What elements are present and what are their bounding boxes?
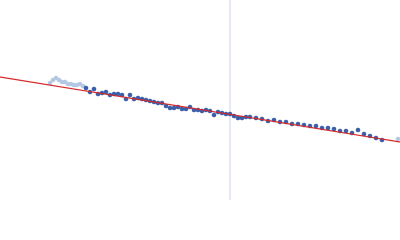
data-point xyxy=(343,128,349,134)
data-point xyxy=(395,136,400,142)
data-point xyxy=(211,112,217,118)
data-point xyxy=(179,106,185,112)
data-point xyxy=(235,115,241,121)
fit-line xyxy=(0,76,400,143)
data-point xyxy=(47,80,53,86)
data-point xyxy=(127,92,133,98)
data-point xyxy=(331,126,337,132)
data-point xyxy=(83,85,89,91)
data-point xyxy=(355,127,361,133)
chart xyxy=(0,0,400,200)
data-point xyxy=(91,86,97,92)
data-point xyxy=(325,125,331,131)
data-point xyxy=(167,105,173,111)
data-point xyxy=(115,91,121,97)
data-point xyxy=(361,131,367,137)
data-point xyxy=(313,123,319,129)
data-point xyxy=(103,89,109,95)
data-point xyxy=(163,103,169,109)
data-point xyxy=(171,105,177,111)
